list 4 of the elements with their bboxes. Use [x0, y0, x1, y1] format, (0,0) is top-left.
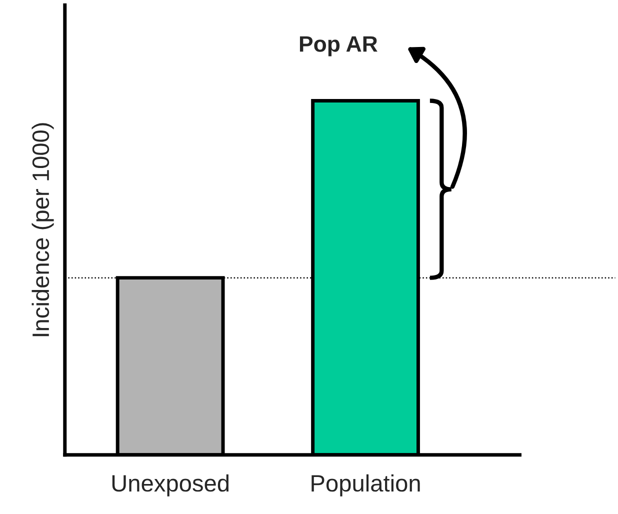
x-tick-label: Unexposed	[112, 474, 229, 496]
x-tick-label: Population	[312, 474, 420, 496]
text: Pop AR	[300, 36, 378, 56]
y-axis-title: Incidence (per 1000)	[32, 123, 54, 336]
